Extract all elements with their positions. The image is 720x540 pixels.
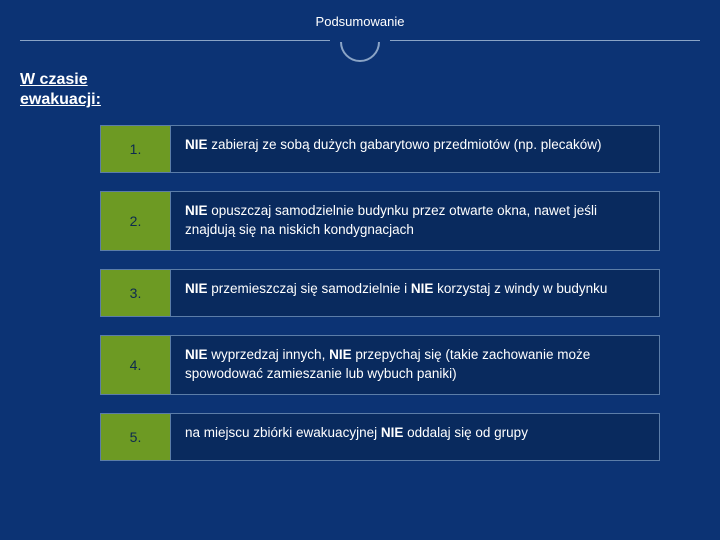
- slide: Podsumowanie W czasieewakuacji: 1.NIE za…: [0, 0, 720, 540]
- item-number: 5.: [101, 414, 171, 460]
- list-item: 1.NIE zabieraj ze sobą dużych gabarytowo…: [100, 125, 660, 173]
- list-item: 5.na miejscu zbiórki ewakuacyjnej NIE od…: [100, 413, 660, 461]
- header-rule-left: [20, 40, 330, 41]
- item-text: NIE opuszczaj samodzielnie budynku przez…: [171, 192, 659, 250]
- item-text: NIE przemieszczaj się samodzielnie i NIE…: [171, 270, 659, 316]
- header-title: Podsumowanie: [0, 14, 720, 29]
- item-text: NIE wyprzedzaj innych, NIE przepychaj si…: [171, 336, 659, 394]
- item-number: 3.: [101, 270, 171, 316]
- list-item: 2.NIE opuszczaj samodzielnie budynku prz…: [100, 191, 660, 251]
- item-text: NIE zabieraj ze sobą dużych gabarytowo p…: [171, 126, 659, 172]
- item-number: 2.: [101, 192, 171, 250]
- list-item: 3.NIE przemieszczaj się samodzielnie i N…: [100, 269, 660, 317]
- section-title: W czasieewakuacji:: [20, 70, 101, 110]
- item-number: 1.: [101, 126, 171, 172]
- item-text: na miejscu zbiórki ewakuacyjnej NIE odda…: [171, 414, 659, 460]
- item-number: 4.: [101, 336, 171, 394]
- list-item: 4.NIE wyprzedzaj innych, NIE przepychaj …: [100, 335, 660, 395]
- header-rule-right: [390, 40, 700, 41]
- items-list: 1.NIE zabieraj ze sobą dużych gabarytowo…: [100, 125, 660, 479]
